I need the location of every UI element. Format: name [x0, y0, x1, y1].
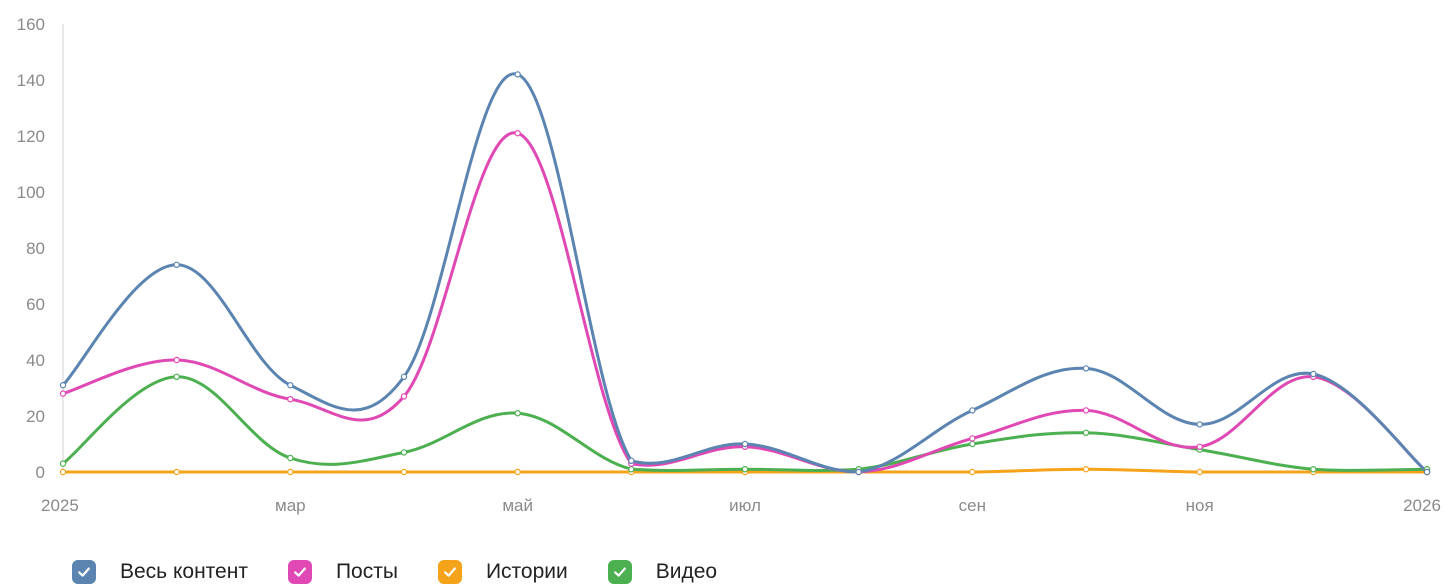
data-point[interactable]: [59, 382, 67, 389]
data-point[interactable]: [287, 468, 294, 476]
y-tick-label: 20: [26, 407, 45, 426]
data-point[interactable]: [855, 468, 862, 476]
legend-item[interactable]: Видео: [607, 560, 718, 584]
y-tick-label: 80: [26, 239, 45, 258]
data-point[interactable]: [969, 440, 976, 448]
x-tick-label: 2025: [41, 496, 79, 515]
legend-label: Видео: [655, 560, 718, 583]
y-axis-ticks: 0 20 40 60 80 100 120 140 160: [17, 15, 45, 482]
x-tick-label: сен: [959, 496, 986, 515]
data-point[interactable]: [400, 449, 408, 456]
data-point[interactable]: [969, 435, 976, 442]
legend-label: Посты: [335, 560, 398, 583]
checkbox-check-icon[interactable]: [287, 560, 312, 584]
data-point[interactable]: [969, 407, 976, 414]
data-point[interactable]: [173, 373, 180, 380]
data-point[interactable]: [287, 382, 294, 389]
x-axis-ticks: 2025 мар май июл сен ноя 2026: [41, 496, 1441, 515]
y-tick-label: 40: [26, 351, 45, 370]
data-point[interactable]: [1082, 365, 1090, 372]
data-point[interactable]: [173, 468, 180, 476]
data-point[interactable]: [400, 373, 408, 380]
data-point[interactable]: [969, 468, 976, 476]
series-line-3: [61, 375, 1429, 472]
data-point[interactable]: [741, 440, 749, 448]
y-tick-label: 160: [17, 15, 45, 34]
data-point[interactable]: [400, 393, 408, 400]
data-point[interactable]: [628, 457, 635, 464]
x-tick-label: 2026: [1403, 496, 1441, 515]
data-point[interactable]: [400, 468, 408, 476]
legend-item[interactable]: Посты: [287, 560, 398, 584]
series-lines: [61, 72, 1429, 474]
y-tick-label: 0: [36, 463, 45, 482]
legend-label: Истории: [485, 560, 568, 583]
y-tick-label: 100: [17, 183, 45, 202]
data-point[interactable]: [59, 468, 67, 476]
legend-item[interactable]: Истории: [437, 560, 568, 584]
y-tick-label: 140: [17, 71, 45, 90]
data-point[interactable]: [514, 129, 521, 137]
x-tick-label: мар: [275, 496, 306, 515]
data-point[interactable]: [1196, 443, 1203, 450]
data-point[interactable]: [1196, 421, 1203, 428]
data-point[interactable]: [287, 454, 294, 462]
data-point[interactable]: [741, 466, 749, 473]
chart-legend: Весь контент Посты Истории Видео: [72, 557, 757, 586]
y-tick-label: 120: [17, 127, 45, 146]
data-point[interactable]: [173, 356, 180, 364]
data-point[interactable]: [1082, 466, 1090, 473]
data-point[interactable]: [59, 390, 67, 397]
x-tick-label: ноя: [1186, 496, 1214, 515]
checkbox-check-icon[interactable]: [607, 560, 632, 584]
data-point[interactable]: [628, 466, 635, 473]
line-chart: 0 20 40 60 80 100 120 140 160 2025 мар май июл сен но…: [17, 15, 1441, 515]
series-line-1: [61, 131, 1429, 474]
series-points: [59, 71, 1431, 476]
data-point[interactable]: [514, 71, 521, 78]
series-line-0: [61, 72, 1429, 474]
data-point[interactable]: [1082, 407, 1090, 414]
x-tick-label: июл: [729, 496, 761, 515]
data-point[interactable]: [1310, 370, 1317, 378]
data-point[interactable]: [1196, 468, 1203, 476]
data-point[interactable]: [173, 261, 180, 268]
legend-item[interactable]: Весь контент: [72, 560, 248, 584]
data-point[interactable]: [1310, 466, 1317, 473]
data-point[interactable]: [1082, 429, 1090, 436]
data-point[interactable]: [1423, 468, 1431, 476]
checkbox-check-icon[interactable]: [72, 560, 96, 584]
data-point[interactable]: [514, 410, 521, 417]
data-point[interactable]: [59, 460, 67, 467]
y-tick-label: 60: [26, 295, 45, 314]
data-point[interactable]: [287, 396, 294, 403]
x-tick-label: май: [502, 496, 533, 515]
data-point[interactable]: [514, 468, 521, 476]
legend-label: Весь контент: [120, 560, 248, 583]
checkbox-check-icon[interactable]: [437, 560, 462, 584]
